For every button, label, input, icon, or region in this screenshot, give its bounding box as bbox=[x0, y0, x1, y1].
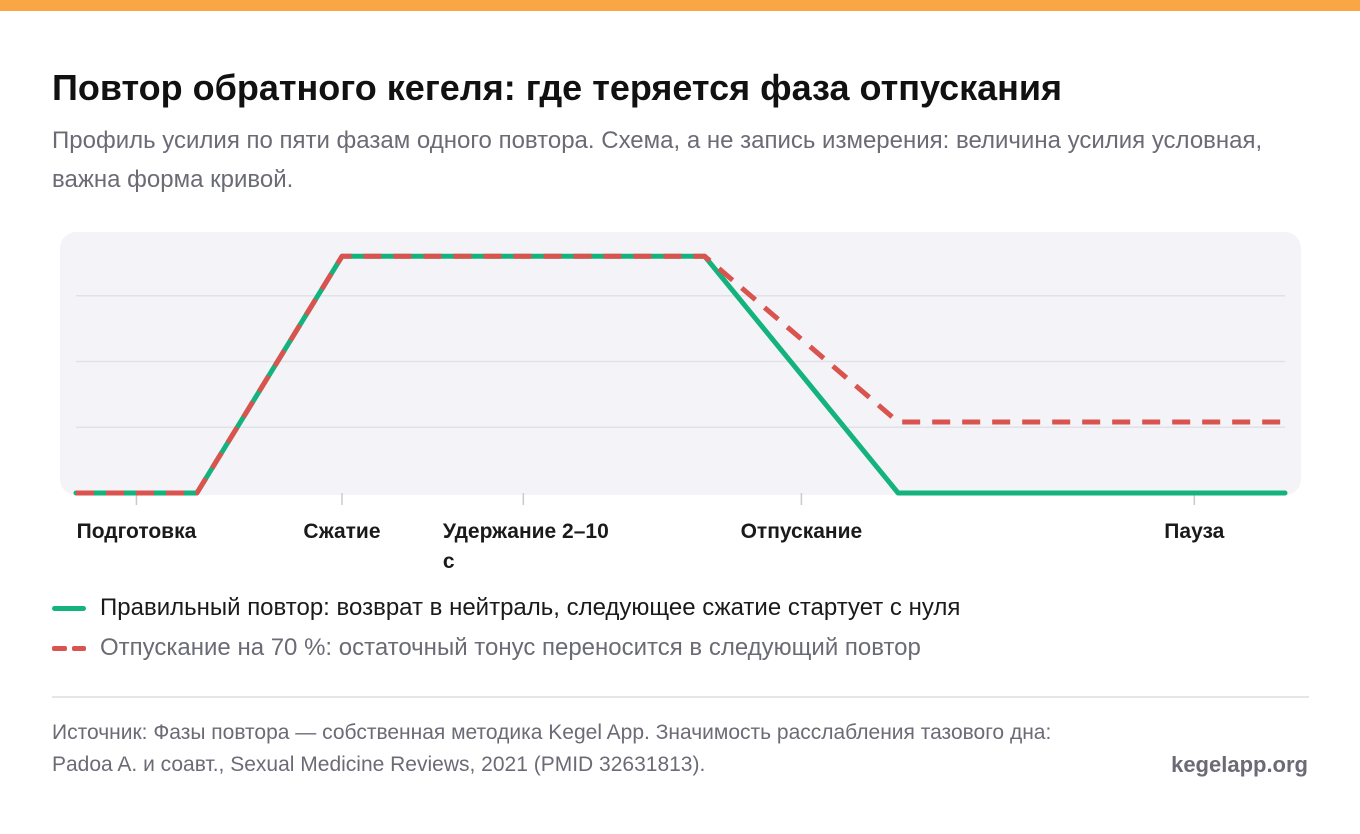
legend-label-incomplete: Отпускание на 70 %: остаточный тонус пер… bbox=[100, 634, 921, 661]
dashed-line-swatch bbox=[52, 646, 86, 651]
solid-line-swatch bbox=[52, 606, 86, 611]
chart-subtitle: Профиль усилия по пяти фазам одного повт… bbox=[52, 127, 1263, 193]
brand-link[interactable]: kegelapp.org bbox=[1171, 752, 1308, 777]
footer-divider bbox=[52, 696, 1309, 698]
plot-area bbox=[60, 232, 1301, 495]
chart-title: Повтор обратного кегеля: где теряется фа… bbox=[52, 67, 1063, 108]
source-note: Источник: Фазы повтора — собственная мет… bbox=[52, 721, 1052, 776]
effort-profile-chart: Подготовка Сжатие Удержание 2–10 с Отпускани… bbox=[60, 232, 1301, 573]
x-tick-label-3: Удержание 2–10 с bbox=[443, 520, 609, 573]
x-tick-label-5: Пауза bbox=[1164, 520, 1224, 543]
x-axis-labels: Подготовка Сжатие Удержание 2–10 с Отпускани… bbox=[77, 520, 1225, 573]
x-tick-label-4: Отпускание bbox=[741, 520, 863, 543]
accent-bar bbox=[0, 0, 1360, 11]
x-tick-label-2: Сжатие bbox=[303, 520, 380, 543]
series-lines bbox=[73, 253, 1288, 496]
x-tick-label-1: Подготовка bbox=[77, 520, 197, 543]
series-line-incomplete bbox=[76, 253, 1285, 496]
legend-label-correct: Правильный повтор: возврат в нейтраль, с… bbox=[100, 594, 961, 621]
